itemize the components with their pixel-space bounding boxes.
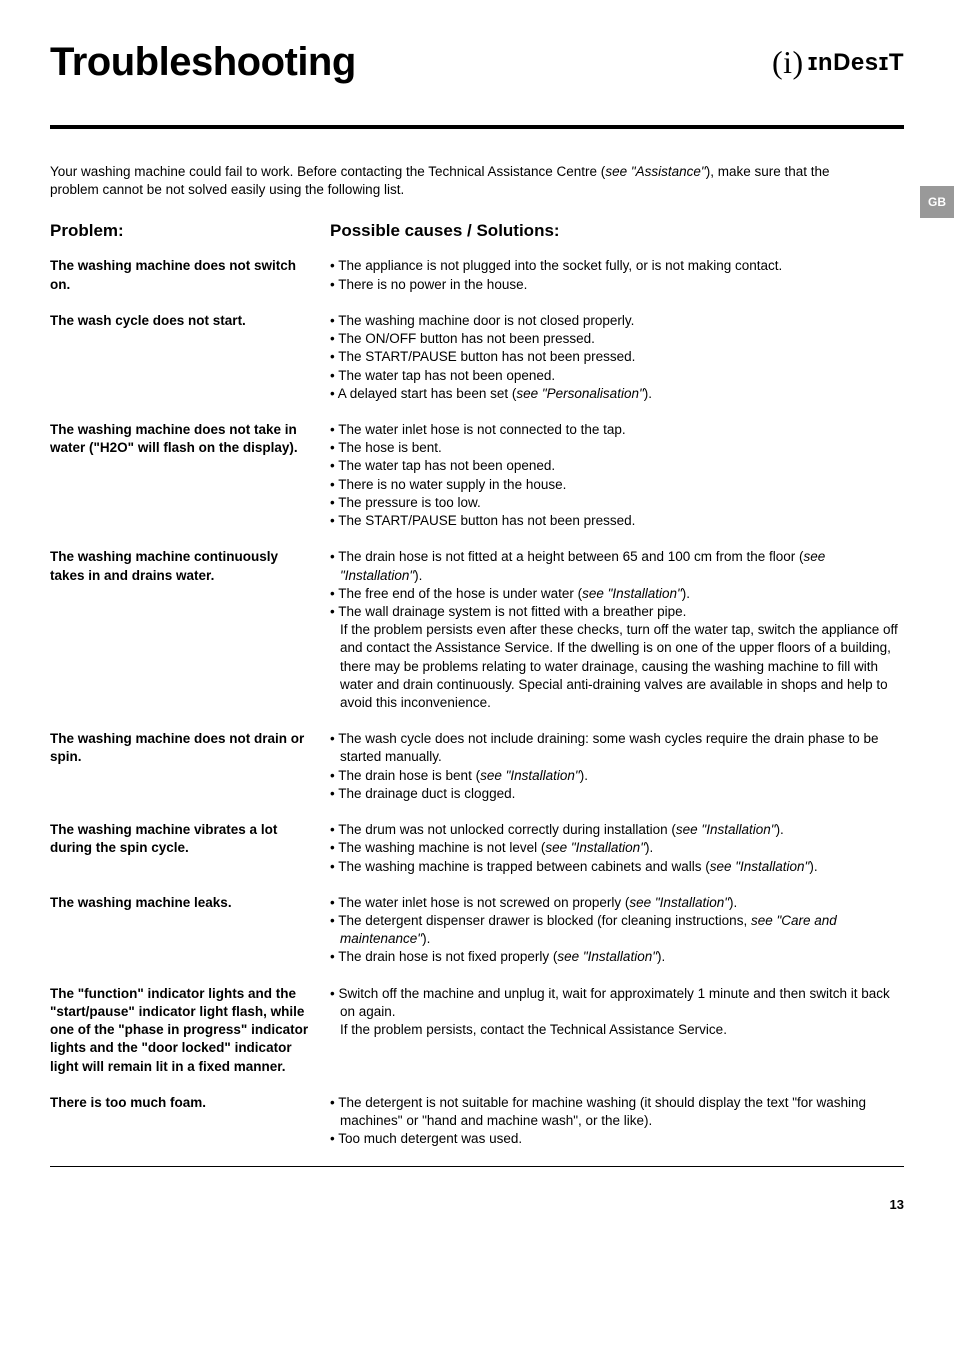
solution-text: • The water inlet hose is not connected … — [330, 421, 904, 530]
solution-line: • Too much detergent was used. — [330, 1130, 904, 1148]
page-number: 13 — [50, 1197, 904, 1212]
solution-line: • The washing machine is trapped between… — [330, 858, 904, 876]
problem-text: The washing machine continuously takes i… — [50, 548, 310, 712]
problem-text: The "function" indicator lights and the … — [50, 985, 310, 1076]
solution-text: • The water inlet hose is not screwed on… — [330, 894, 904, 967]
solution-line: • The pressure is too low. — [330, 494, 904, 512]
solution-line: • The hose is bent. — [330, 439, 904, 457]
solution-text: • The detergent is not suitable for mach… — [330, 1094, 904, 1149]
solution-line: • The wall drainage system is not fitted… — [330, 603, 904, 621]
solution-line: • The drain hose is not fitted at a heig… — [330, 548, 904, 584]
header: Troubleshooting (i) ɪnDesɪT — [50, 40, 904, 85]
troubleshooting-row: The washing machine vibrates a lot durin… — [50, 821, 904, 876]
solution-line: • There is no power in the house. — [330, 276, 904, 294]
solution-text: • The drain hose is not fitted at a heig… — [330, 548, 904, 712]
solution-line: • The START/PAUSE button has not been pr… — [330, 348, 904, 366]
solution-line: • The detergent is not suitable for mach… — [330, 1094, 904, 1130]
problem-text: The washing machine leaks. — [50, 894, 310, 967]
troubleshooting-row: The "function" indicator lights and the … — [50, 985, 904, 1076]
solution-text: • The washing machine door is not closed… — [330, 312, 904, 403]
solution-line: • The drain hose is bent (see "Installat… — [330, 767, 904, 785]
problem-text: The wash cycle does not start. — [50, 312, 310, 403]
divider-thick — [50, 125, 904, 129]
solution-text: • The drum was not unlocked correctly du… — [330, 821, 904, 876]
solution-line: • The ON/OFF button has not been pressed… — [330, 330, 904, 348]
solution-text: • Switch off the machine and unplug it, … — [330, 985, 904, 1076]
language-tab: GB — [920, 186, 954, 218]
troubleshooting-list: The washing machine does not switch on. •… — [50, 257, 904, 1148]
solution-line: • The washing machine door is not closed… — [330, 312, 904, 330]
solution-line: • The START/PAUSE button has not been pr… — [330, 512, 904, 530]
solution-text: • The wash cycle does not include draini… — [330, 730, 904, 803]
solution-line: • The free end of the hose is under wate… — [330, 585, 904, 603]
troubleshooting-row: The washing machine does not drain or sp… — [50, 730, 904, 803]
problem-text: There is too much foam. — [50, 1094, 310, 1149]
solution-line: • Switch off the machine and unplug it, … — [330, 985, 904, 1021]
troubleshooting-row: The washing machine continuously takes i… — [50, 548, 904, 712]
solution-text: • The appliance is not plugged into the … — [330, 257, 904, 293]
page-title: Troubleshooting — [50, 40, 356, 85]
solution-line: • There is no water supply in the house. — [330, 476, 904, 494]
divider-thin — [50, 1166, 904, 1167]
solution-line: • The wash cycle does not include draini… — [330, 730, 904, 766]
column-headers: Problem: Possible causes / Solutions: — [50, 221, 904, 241]
problem-text: The washing machine does not drain or sp… — [50, 730, 310, 803]
info-icon: (i) — [772, 44, 804, 81]
solution-line: • The water tap has not been opened. — [330, 457, 904, 475]
solution-tail: If the problem persists even after these… — [330, 621, 904, 712]
brand-logo: (i) ɪnDesɪT — [772, 44, 904, 81]
brand-text: ɪnDesɪT — [808, 49, 904, 77]
solution-line: • The water inlet hose is not connected … — [330, 421, 904, 439]
solution-line: • The drum was not unlocked correctly du… — [330, 821, 904, 839]
troubleshooting-row: The washing machine does not switch on. •… — [50, 257, 904, 293]
solution-line: • The drainage duct is clogged. — [330, 785, 904, 803]
solution-line: • The washing machine is not level (see … — [330, 839, 904, 857]
solution-line: • The water inlet hose is not screwed on… — [330, 894, 904, 912]
solution-line: • The water tap has not been opened. — [330, 367, 904, 385]
troubleshooting-row: There is too much foam. • The detergent i… — [50, 1094, 904, 1149]
solution-line: • A delayed start has been set (see "Per… — [330, 385, 904, 403]
solution-line: • The appliance is not plugged into the … — [330, 257, 904, 275]
solution-line: • The drain hose is not fixed properly (… — [330, 948, 904, 966]
problem-text: The washing machine does not take in wat… — [50, 421, 310, 530]
troubleshooting-row: The washing machine does not take in wat… — [50, 421, 904, 530]
problem-text: The washing machine vibrates a lot durin… — [50, 821, 310, 876]
problem-text: The washing machine does not switch on. — [50, 257, 310, 293]
intro-text: Your washing machine could fail to work.… — [50, 163, 840, 199]
troubleshooting-row: The wash cycle does not start. • The wash… — [50, 312, 904, 403]
solution-line: • The detergent dispenser drawer is bloc… — [330, 912, 904, 948]
problem-heading: Problem: — [50, 221, 310, 241]
solution-heading: Possible causes / Solutions: — [330, 221, 904, 241]
troubleshooting-row: The washing machine leaks. • The water in… — [50, 894, 904, 967]
solution-tail: If the problem persists, contact the Tec… — [330, 1021, 904, 1039]
